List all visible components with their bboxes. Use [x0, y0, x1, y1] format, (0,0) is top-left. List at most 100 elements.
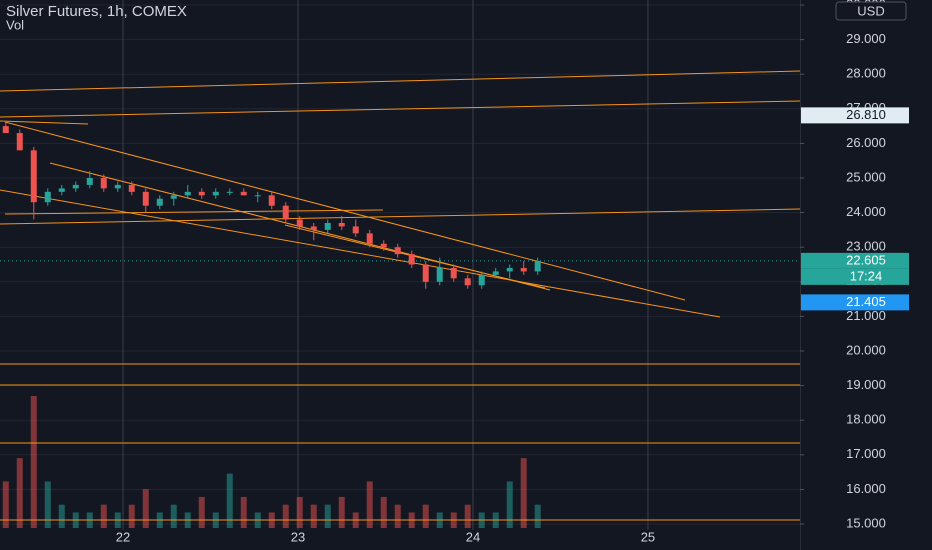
chart-title: Silver Futures, 1h, COMEX: [6, 3, 187, 20]
volume-bar: [282, 504, 289, 528]
candle-body: [100, 178, 107, 189]
volume-bar: [464, 504, 471, 528]
candle-body: [212, 191, 219, 196]
candle-body: [114, 184, 121, 189]
y-tick-label: 18.000: [846, 412, 886, 427]
y-tick-label: 21.000: [846, 308, 886, 323]
y-tick-label: 15.000: [846, 515, 886, 530]
candle-body: [464, 278, 471, 286]
currency-button[interactable]: [835, 1, 907, 21]
candle-body: [310, 226, 317, 230]
x-tick-label: 24: [466, 529, 480, 544]
volume-bar: [2, 481, 9, 528]
volume-bar: [170, 504, 177, 528]
volume-bar: [506, 481, 513, 528]
candle-body: [506, 267, 513, 272]
y-tick-label: 29.000: [846, 31, 886, 46]
candle-body: [30, 150, 37, 203]
candle-body: [380, 243, 387, 248]
candle-body: [226, 191, 233, 193]
candle-body: [436, 267, 443, 282]
candle-body: [408, 254, 415, 265]
price-badge: [801, 252, 909, 269]
candle-body: [198, 191, 205, 196]
y-tick-label: 23.000: [846, 239, 886, 254]
trend-line: [4, 121, 686, 301]
trend-line: [0, 120, 89, 125]
candle-body: [296, 219, 303, 227]
volume-bar: [16, 458, 23, 528]
candle-body: [352, 226, 359, 234]
price-badge-label: 22.605: [846, 252, 886, 267]
trend-line: [0, 208, 801, 225]
price-badge: [801, 294, 909, 311]
candle-body: [58, 188, 65, 192]
candle-body: [170, 195, 177, 199]
candle-body: [86, 178, 93, 185]
candle-body: [520, 267, 527, 272]
price-badge-label: 21.405: [846, 294, 886, 309]
candle-body: [492, 271, 499, 275]
trend-line: [0, 70, 801, 92]
candle-body: [450, 267, 457, 279]
candle-body: [142, 191, 149, 206]
trend-line: [284, 224, 546, 289]
y-tick-label: 25.000: [846, 169, 886, 184]
y-tick-label: 17.000: [846, 446, 886, 461]
candle-body: [338, 222, 345, 227]
volume-bar: [198, 496, 205, 528]
x-tick-label: 25: [641, 529, 655, 544]
candle-body: [422, 264, 429, 282]
candle-body: [44, 191, 51, 203]
y-tick-label: 16.000: [846, 481, 886, 496]
candle-body: [366, 233, 373, 244]
candle-body: [534, 261, 541, 272]
price-badge: [801, 107, 909, 124]
candle-body: [240, 191, 247, 196]
y-tick-label: 20.000: [846, 342, 886, 357]
volume-bar: [240, 496, 247, 528]
volume-label: Vol: [6, 17, 24, 32]
candle-body: [478, 274, 485, 286]
candle-body: [282, 205, 289, 220]
candle-body: [268, 195, 275, 206]
volume-bar: [534, 504, 541, 528]
trend-line: [0, 189, 721, 318]
y-tick-label: 28.000: [846, 66, 886, 81]
candle-body: [394, 247, 401, 255]
x-tick-label: 23: [291, 529, 305, 544]
volume-bar: [380, 496, 387, 528]
volume-bar: [226, 473, 233, 528]
trend-line: [0, 100, 801, 118]
candle-body: [156, 198, 163, 206]
candle-body: [128, 184, 135, 192]
price-badge-label: 26.810: [846, 107, 886, 122]
volume-bar: [58, 504, 65, 528]
trend-line: [4, 209, 384, 215]
volume-bar: [324, 504, 331, 528]
y-tick-label: 26.000: [846, 135, 886, 150]
candle-body: [254, 195, 261, 197]
volume-bar: [100, 504, 107, 528]
currency[interactable]: USD: [857, 3, 884, 18]
volume-bar: [366, 481, 373, 528]
volume-bar: [296, 496, 303, 528]
candle-body: [184, 191, 191, 196]
volume-bar: [310, 504, 317, 528]
candle-body: [16, 133, 23, 151]
x-tick-label: 22: [116, 529, 130, 544]
candles: [2, 120, 541, 289]
candle-body: [72, 184, 79, 189]
y-tick-label: 19.000: [846, 377, 886, 392]
price-axis: 15.000 16.000 17.000 18.000 19.000 20.000 21.0…: [116, 0, 909, 544]
candle-body: [2, 126, 9, 134]
volume-bar: [422, 504, 429, 528]
countdown-badge: [801, 268, 909, 285]
y-tick-label: 24.000: [846, 204, 886, 219]
volume-bar: [30, 396, 37, 528]
volume-bar: [128, 504, 135, 528]
candle-body: [324, 222, 331, 230]
